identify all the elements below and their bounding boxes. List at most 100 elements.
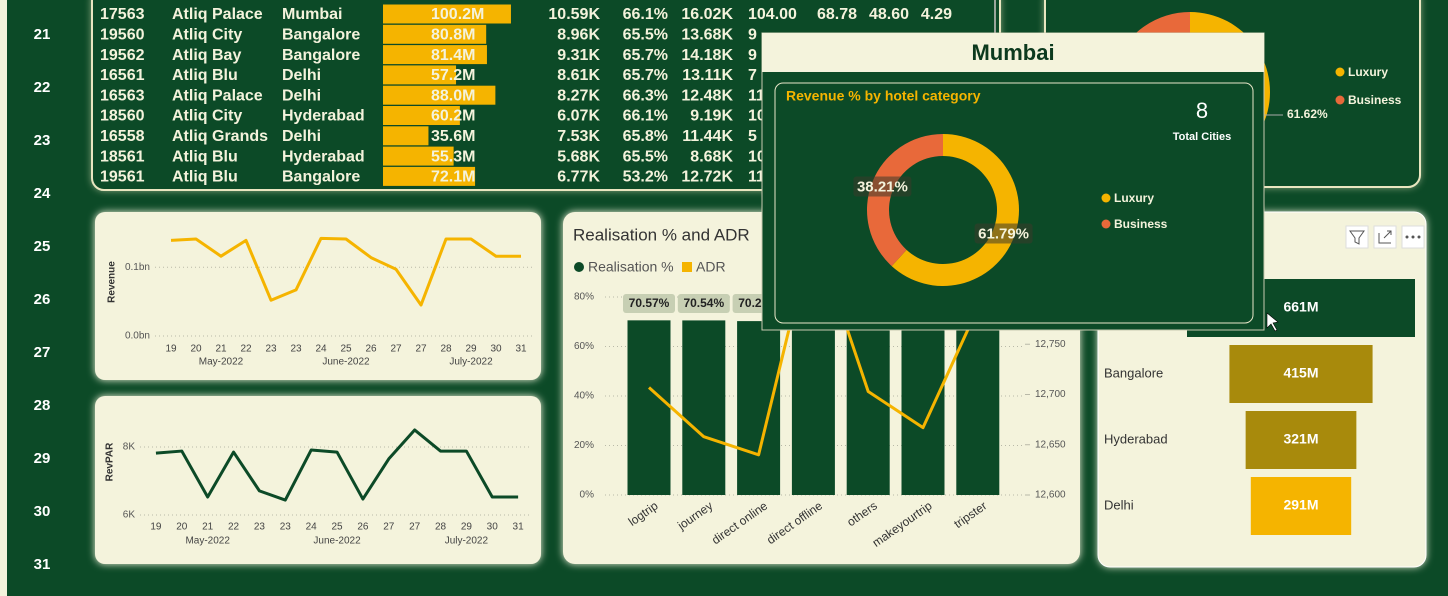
x-tick-label: 30 xyxy=(487,522,499,533)
row-number: 30 xyxy=(34,503,51,520)
table-cell: 7 xyxy=(748,67,757,84)
legend-label: Luxury xyxy=(1114,191,1154,205)
table-cell: 12.72K xyxy=(681,169,733,186)
x-tick-label: 31 xyxy=(515,344,527,355)
table-cell: 48.60 xyxy=(869,6,909,23)
category-label: Delhi xyxy=(1104,497,1134,512)
table-cell: Atliq Blu xyxy=(172,169,238,186)
revenue-label: 60.2M xyxy=(431,108,475,125)
row-number: 26 xyxy=(34,291,51,308)
x-group-label: June-2022 xyxy=(322,357,370,368)
tooltip-inner xyxy=(774,82,1254,324)
table-cell: 18561 xyxy=(100,148,145,165)
table-cell: Delhi xyxy=(282,87,321,104)
y-axis-label: RevPAR xyxy=(105,442,116,481)
chart-title: Realisation % and ADR xyxy=(573,225,750,244)
card xyxy=(95,396,541,564)
x-group-label: July-2022 xyxy=(449,357,493,368)
y2-tick-label: 12,750 xyxy=(1035,339,1066,350)
x-tick-label: 29 xyxy=(465,344,477,355)
x-tick-label: 23 xyxy=(265,344,277,355)
filter-icon xyxy=(1349,230,1365,245)
filter-icon-bg[interactable] xyxy=(1345,225,1369,249)
table-cell: Delhi xyxy=(282,128,321,145)
donut-slice xyxy=(891,134,1020,287)
table-cell: 8.61K xyxy=(557,67,600,84)
more-dot xyxy=(1405,235,1409,239)
data-label: 61.62% xyxy=(1287,107,1328,121)
revenue-label: 88.0M xyxy=(431,87,475,104)
table-cell: Mumbai xyxy=(282,6,342,23)
tooltip-header xyxy=(762,33,1264,72)
row-number: 21 xyxy=(34,26,51,43)
table-cell: 65.7% xyxy=(623,67,668,84)
row-number: 29 xyxy=(34,450,51,467)
table-cell: 10 xyxy=(748,108,766,125)
table-cell: 11.44K xyxy=(682,128,733,145)
table-cell: Bangalore xyxy=(282,47,360,64)
data-label: 291M xyxy=(1283,497,1318,513)
table-cell: 16.02K xyxy=(681,6,733,23)
data-label: 38.21% xyxy=(857,178,908,195)
x-tick-label: 28 xyxy=(435,522,447,533)
legend-label: Realisation % xyxy=(588,259,674,275)
x-group-label: July-2022 xyxy=(445,536,489,547)
table-cell: 16563 xyxy=(100,87,145,104)
table-cell: 8.68K xyxy=(690,148,733,165)
x-tick-label: 25 xyxy=(340,344,352,355)
revenue-label: 81.4M xyxy=(431,47,475,64)
data-label: 661M xyxy=(1283,299,1318,315)
card xyxy=(95,212,541,380)
x-tick-label: 30 xyxy=(490,344,502,355)
x-tick-label: 19 xyxy=(165,344,177,355)
data-label: 70.54% xyxy=(683,296,724,310)
revenue-label: 57.2M xyxy=(431,67,475,84)
donut-slice xyxy=(867,134,943,267)
table-cell: 9.31K xyxy=(557,47,600,64)
table-cell: Hyderabad xyxy=(282,108,365,125)
x-tick-label: 24 xyxy=(306,522,318,533)
bar xyxy=(1229,345,1373,403)
revenue-label: 100.2M xyxy=(431,6,484,23)
y-tick-label: 20% xyxy=(574,440,594,451)
x-group-label: June-2022 xyxy=(313,536,361,547)
row-number: 25 xyxy=(34,238,51,255)
revenue-bar xyxy=(383,4,511,24)
legend-label: Luxury xyxy=(1348,65,1388,79)
table-cell: Atliq Blu xyxy=(172,148,238,165)
revenue-label: 72.1M xyxy=(431,169,475,186)
row-number: 28 xyxy=(34,397,51,414)
table-cell: Delhi xyxy=(282,67,321,84)
revenue-label: 55.3M xyxy=(431,148,475,165)
table-cell: 65.5% xyxy=(623,27,668,44)
legend-swatch xyxy=(1335,67,1345,77)
table-cell: 10.59K xyxy=(548,6,600,23)
x-tick-label: 25 xyxy=(331,522,343,533)
x-tick-label: 27 xyxy=(415,344,427,355)
table-cell: Atliq Bay xyxy=(172,47,241,64)
row-number: 27 xyxy=(34,344,51,361)
bar xyxy=(1250,477,1352,535)
x-tick-label: 22 xyxy=(240,344,252,355)
focus-icon xyxy=(1378,230,1392,244)
table-cell: 66.1% xyxy=(623,108,668,125)
row-number: 24 xyxy=(34,185,51,202)
bar xyxy=(1245,411,1357,469)
visual-icons xyxy=(1345,225,1425,249)
data-label: 415M xyxy=(1283,365,1318,381)
table-cell: 14.18K xyxy=(681,47,733,64)
category-label: Bangalore xyxy=(1104,365,1163,380)
table-cell: 65.8% xyxy=(623,128,668,145)
legend-swatch xyxy=(682,262,692,272)
table-cell: 65.7% xyxy=(623,47,668,64)
table-cell: 10 xyxy=(748,148,766,165)
data-label-bg xyxy=(853,176,912,197)
table-cell: Atliq Palace xyxy=(172,6,263,23)
revenue-bar xyxy=(383,65,457,85)
legend-label: ADR xyxy=(696,259,726,275)
category-label: Hyderabad xyxy=(1104,431,1168,446)
legend-swatch xyxy=(1101,193,1111,203)
table-cell: Atliq Blu xyxy=(172,67,238,84)
table-cell: 5.68K xyxy=(557,148,600,165)
